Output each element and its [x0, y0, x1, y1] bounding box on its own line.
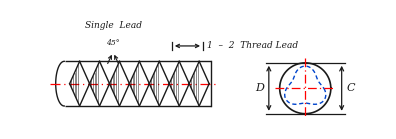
Text: Single  Lead: Single Lead [85, 21, 141, 30]
Text: C: C [346, 83, 355, 93]
Text: 1  –  2  Thread Lead: 1 – 2 Thread Lead [207, 41, 298, 50]
Text: 45°: 45° [106, 39, 120, 48]
Text: D: D [255, 83, 264, 93]
